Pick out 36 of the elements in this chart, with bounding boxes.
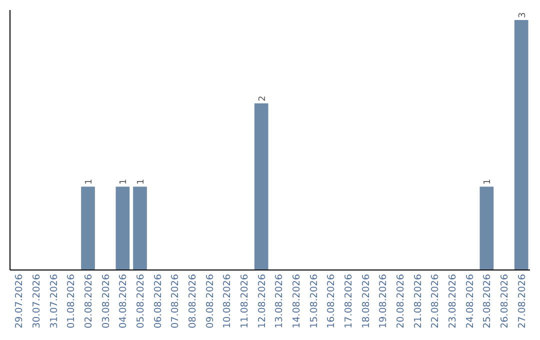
x-tick-label: 01.08.2026	[66, 274, 78, 328]
x-tick-label: 31.07.2026	[48, 274, 60, 328]
x-tick-label: 07.08.2026	[170, 274, 182, 328]
x-tick-label: 05.08.2026	[136, 274, 146, 328]
data-label: 3	[518, 12, 528, 18]
data-label: 1	[483, 178, 494, 185]
data-label: 1	[136, 178, 146, 185]
x-tick-label: 04.08.2026	[118, 274, 130, 328]
x-tick-label: 30.07.2026	[32, 274, 42, 328]
x-tick-label: 09.08.2026	[204, 274, 216, 328]
x-tick-label: 13.08.2026	[274, 274, 286, 328]
x-tick-label: 14.08.2026	[292, 274, 302, 328]
x-tick-label: 15.08.2026	[308, 274, 320, 328]
x-tick-label: 26.08.2026	[500, 274, 510, 328]
data-label: 1	[84, 178, 94, 185]
x-tick-label: 20.08.2026	[396, 274, 406, 328]
x-tick-label: 10.08.2026	[222, 274, 234, 328]
x-tick-label: 03.08.2026	[100, 274, 112, 328]
x-tick-label: 25.08.2026	[482, 274, 494, 328]
x-tick-label: 19.08.2026	[378, 274, 390, 328]
x-tick-label: 17.08.2026	[344, 274, 354, 328]
x-tick-label: 22.08.2026	[430, 274, 442, 328]
data-label: 1	[119, 178, 130, 185]
x-tick-label: 12.08.2026	[256, 274, 268, 328]
x-tick-label: 11.08.2026	[240, 274, 250, 328]
x-tick-label: 24.08.2026	[464, 274, 476, 328]
x-tick-label: 06.08.2026	[152, 274, 164, 328]
x-tick-label: 02.08.2026	[84, 274, 94, 328]
x-tick-label: 23.08.2026	[448, 274, 458, 328]
x-tick-label: 27.08.2026	[516, 274, 528, 328]
data-label: 2	[258, 96, 268, 102]
x-tick-label: 21.08.2026	[412, 274, 424, 328]
x-tick-label: 18.08.2026	[360, 274, 372, 328]
x-tick-label: 08.08.2026	[188, 274, 198, 328]
x-tick-label: 29.07.2026	[14, 274, 26, 328]
x-tick-label: 16.08.2026	[326, 274, 338, 328]
